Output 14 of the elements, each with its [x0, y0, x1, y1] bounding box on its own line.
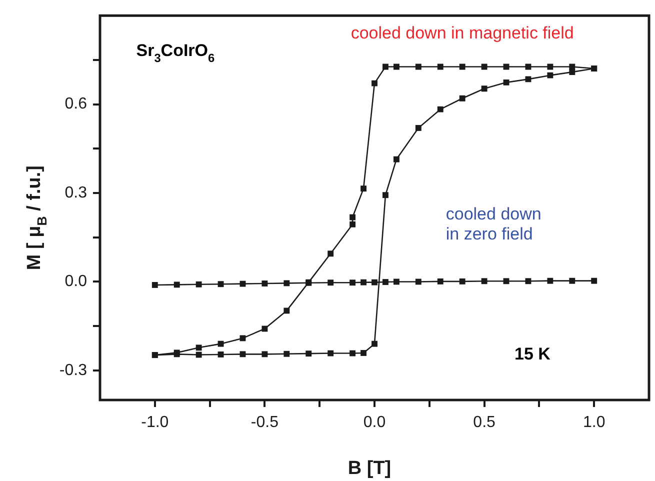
y-tick-label: -0.3 — [59, 362, 88, 379]
x-axis-title: B [T] — [348, 458, 392, 479]
y-axis-title: M [ μB / f.u.] — [24, 166, 50, 270]
y-tick-label: 0.6 — [64, 96, 88, 113]
annotation: cooled down in magnetic field — [350, 24, 574, 43]
annotation: 15 K — [514, 344, 552, 364]
annotation: cooled down in zero field — [446, 204, 542, 244]
x-tick-label: 0.5 — [473, 414, 496, 432]
x-tick-label: -0.5 — [250, 414, 279, 432]
x-tick-label: 0.0 — [363, 414, 386, 432]
y-tick-label: 0.3 — [64, 184, 88, 202]
x-tick-label: 1.0 — [582, 414, 606, 432]
x-tick-label: -1.0 — [141, 414, 169, 432]
y-tick-label: 0.0 — [64, 273, 88, 290]
